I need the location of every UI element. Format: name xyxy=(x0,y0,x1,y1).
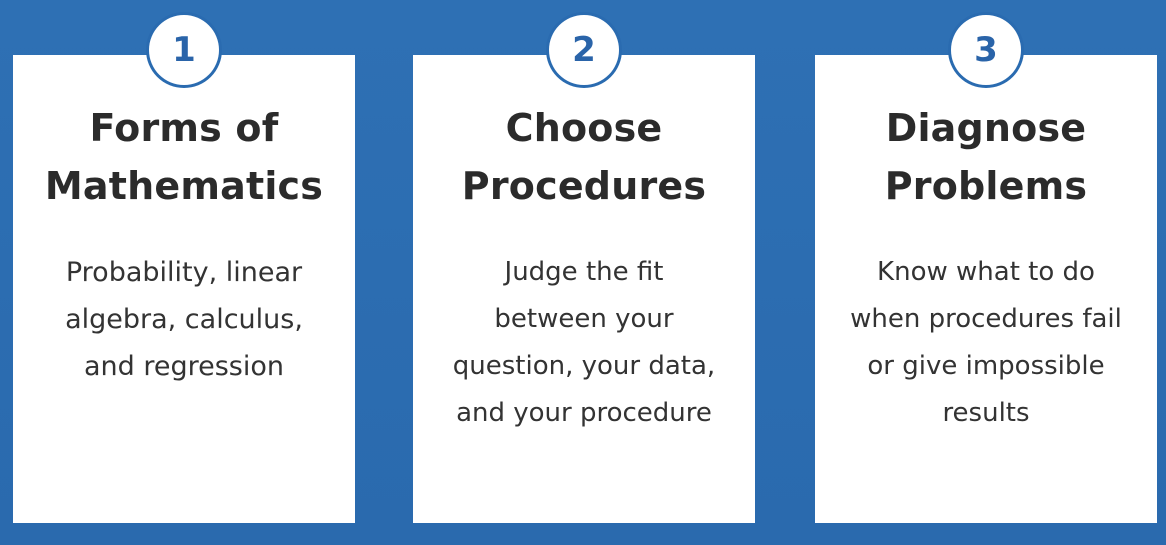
card-description: Know what to do when procedures fail or … xyxy=(850,257,1122,428)
step-number: 2 xyxy=(549,15,619,85)
card-description: Probability, linear algebra, calculus, a… xyxy=(65,257,303,382)
card-choose-procedures: 2 Choose Procedures Judge the fit betwee… xyxy=(413,12,755,523)
card-diagnose-problems: 3 Diagnose Problems Know what to do when… xyxy=(815,12,1157,523)
card-title: Forms of Mathematics xyxy=(44,106,324,208)
card-forms-of-mathematics: 1 Forms of Mathematics Probability, line… xyxy=(13,12,355,523)
step-badge: 1 xyxy=(146,12,222,88)
card-description: Judge the fit between your question, you… xyxy=(452,257,716,428)
card-title: Choose Procedures xyxy=(461,106,707,208)
step-number: 1 xyxy=(149,15,219,85)
step-badge: 3 xyxy=(948,12,1024,88)
step-number: 3 xyxy=(951,15,1021,85)
step-badge: 2 xyxy=(546,12,622,88)
card-title: Diagnose Problems xyxy=(884,106,1088,208)
